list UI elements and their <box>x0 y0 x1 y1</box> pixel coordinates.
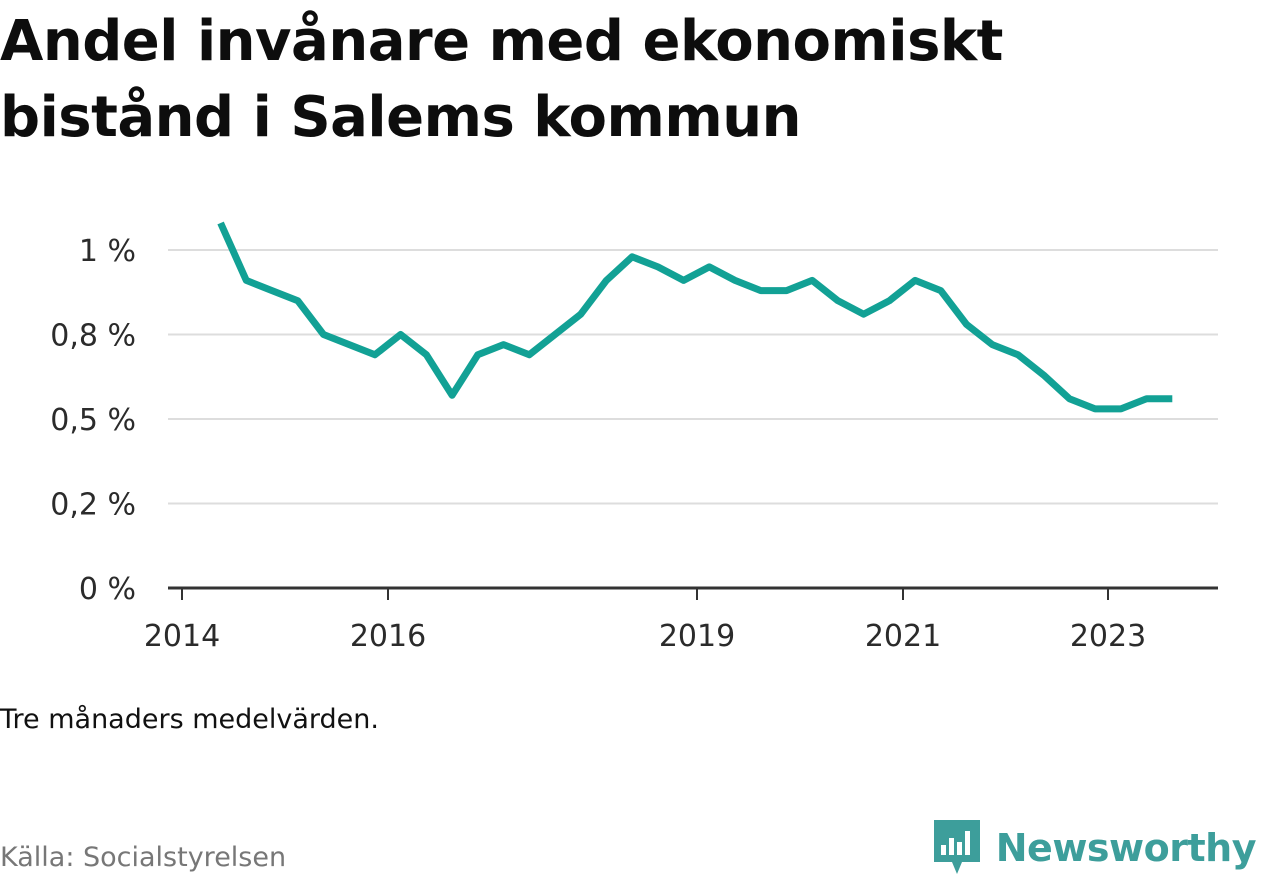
newsworthy-logo-icon <box>933 820 980 874</box>
brand-logo: Newsworthy <box>932 818 1257 878</box>
y-tick-label: 0 % <box>79 572 136 607</box>
y-tick-label: 0,5 % <box>50 403 136 438</box>
x-tick-label: 2014 <box>144 619 220 654</box>
y-tick-label: 1 % <box>79 234 136 269</box>
chart-note: Tre månaders medelvärden. <box>0 704 379 735</box>
x-axis-ticks: 2014 2016 2019 2021 2023 <box>144 588 1146 654</box>
source-credit: Källa: Socialstyrelsen <box>0 842 287 873</box>
series-layer <box>217 221 1173 413</box>
x-tick-label: 2023 <box>1070 619 1146 654</box>
y-axis-tick-labels: 0 % 0,2 % 0,5 % 0,8 % 1 % <box>50 234 136 607</box>
x-tick-label: 2021 <box>865 619 941 654</box>
line-chart: 0 %0,2 %0,5 %0,8 %1 % 2014 2016 2019 2021 20… <box>50 221 1218 654</box>
chart-title: Andel invånare med ekonomiskt bistånd i … <box>0 9 1003 150</box>
gridlines <box>168 249 1218 505</box>
brand-name: Newsworthy <box>995 826 1257 870</box>
x-tick-label: 2016 <box>350 619 426 654</box>
series-line <box>217 221 1173 413</box>
x-tick-label: 2019 <box>659 619 735 654</box>
y-tick-label: 0,2 % <box>50 488 136 523</box>
y-tick-label: 0,8 % <box>50 319 136 354</box>
